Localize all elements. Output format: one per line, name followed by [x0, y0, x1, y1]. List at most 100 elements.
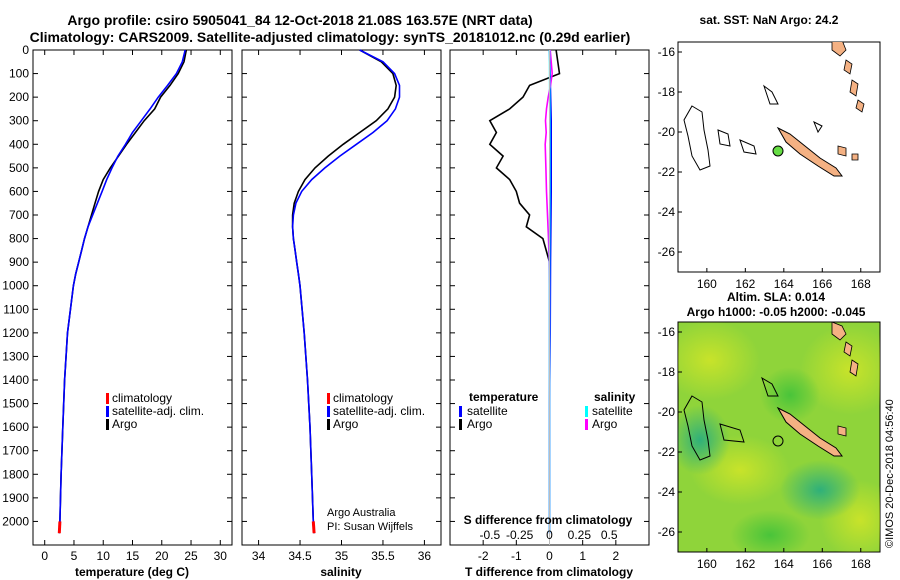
legend-label-argo: Argo: [112, 417, 138, 431]
legend-swatch-sal-argo: [585, 419, 588, 430]
credit-text: ©IMOS 20-Dec-2018 04:56:40: [884, 399, 896, 548]
x-tick-label: 10: [97, 549, 111, 563]
attribution-line2: PI: Susan Wijffels: [327, 521, 413, 533]
map-lat-label: -22: [658, 445, 676, 459]
map-lat-label: -26: [658, 245, 676, 259]
x-tick-label: 1: [579, 549, 586, 563]
legend-swatch-argo: [106, 419, 109, 430]
legend-label-satellite: satellite-adj. clim.: [333, 404, 425, 418]
depth-tick-label: 300: [9, 114, 29, 128]
map-lat-label: -24: [658, 205, 676, 219]
argo-float-marker: [772, 145, 784, 157]
island-loyalty: [837, 425, 847, 437]
x-tick-label: 0: [41, 549, 48, 563]
legend-label-climatology: climatology: [112, 391, 172, 405]
depth-tick-label: 1400: [2, 373, 29, 387]
map-lon-label: 162: [735, 277, 755, 291]
new-caledonia-island: [776, 126, 843, 177]
top-tick-label: -0.25: [506, 528, 534, 542]
map-lon-label: 164: [774, 557, 794, 571]
new-caledonia-island: [776, 406, 843, 457]
attribution-line1: Argo Australia: [327, 507, 396, 519]
map-lat-label: -26: [658, 525, 676, 539]
legend-label-satellite: satellite-adj. clim.: [112, 404, 204, 418]
depth-tick-label: 1000: [2, 279, 29, 293]
map-lon-label: 166: [812, 557, 832, 571]
depth-tick-label: 1200: [2, 326, 29, 340]
depth-tick-label: 400: [9, 137, 29, 151]
depth-tick-label: 200: [9, 90, 29, 104]
s-difference-label: S difference from climatology: [464, 513, 633, 527]
reef-outline-4: [813, 120, 823, 134]
island-vanuatu-2: [849, 359, 859, 377]
island-vanuatu-2: [849, 79, 859, 97]
coastline-layer: [683, 42, 865, 177]
depth-tick-label: 100: [9, 67, 29, 81]
argo-float-marker: [772, 435, 784, 447]
legend-label-temp-satellite: satellite: [467, 404, 508, 418]
reef-outline-2: [761, 376, 779, 397]
island-vanuatu-1: [843, 59, 853, 75]
legend-heading-salinity: salinity: [594, 390, 636, 404]
chesterfield-reef: [683, 395, 711, 461]
top-tick-label: 0: [546, 528, 553, 542]
depth-tick-label: 700: [9, 208, 29, 222]
legend-label-temp-argo: Argo: [467, 417, 493, 431]
x-tick-label: 5: [71, 549, 78, 563]
island-north: [831, 42, 847, 57]
legend-label-sal-satellite: satellite: [592, 404, 633, 418]
legend-swatch-climatology: [106, 393, 109, 404]
legend-swatch-satellite: [327, 406, 330, 417]
legend-heading-temperature: temperature: [469, 390, 539, 404]
map-lon-label: 160: [697, 277, 717, 291]
reef-outline-1: [719, 423, 745, 443]
chesterfield-reef: [683, 105, 711, 171]
depth-tick-label: 500: [9, 161, 29, 175]
map-lat-label: -18: [658, 365, 676, 379]
legend-swatch-sal-satellite: [585, 406, 588, 417]
depth-tick-label: 1300: [2, 349, 29, 363]
legend-swatch-satellite: [106, 406, 109, 417]
temperature-axis-label: temperature (deg C): [75, 565, 189, 579]
depth-tick-label: 0: [22, 43, 29, 57]
x-tick-label: 34: [252, 549, 266, 563]
sst-map-title: sat. SST: NaN Argo: 24.2: [700, 13, 839, 27]
depth-tick-label: 2000: [2, 514, 29, 528]
series-line-argo: [58, 49, 188, 534]
top-tick-label: 0.5: [601, 528, 618, 542]
depth-tick-label: 1100: [3, 302, 29, 316]
salinity-axis-label: salinity: [320, 565, 362, 579]
series-line-argo: [291, 49, 398, 534]
top-tick-label: 0.25: [568, 528, 592, 542]
island-vanuatu-3: [855, 99, 865, 113]
sst-map-frame: [677, 41, 881, 273]
map-lat-label: -20: [658, 405, 676, 419]
depth-tick-label: 1700: [2, 444, 29, 458]
map-lon-label: 168: [851, 277, 871, 291]
sla-map-title-line1: Altim. SLA: 0.014: [727, 290, 825, 304]
reef-outline-2: [739, 139, 757, 155]
x-tick-label: 36: [418, 549, 432, 563]
depth-tick-label: 1900: [2, 491, 29, 505]
temperature-panel-frame: [32, 49, 233, 546]
depth-tick-label: 600: [9, 184, 29, 198]
map-lon-label: 166: [812, 277, 832, 291]
x-tick-label: 34.5: [288, 549, 312, 563]
series-line-climatology: [57, 521, 62, 534]
difference-legend: temperature satellite Argo salinity sate…: [459, 390, 636, 527]
x-tick-label: 2: [612, 549, 619, 563]
sla-field: [678, 322, 880, 552]
figure-title-line2: Climatology: CARS2009. Satellite-adjuste…: [30, 29, 631, 45]
difference-axis-label: T difference from climatology: [465, 565, 633, 579]
legend-swatch-temp-argo: [459, 419, 462, 430]
depth-tick-label: 800: [9, 232, 29, 246]
island-vanuatu-1: [843, 341, 853, 357]
x-tick-label: 15: [126, 549, 140, 563]
x-tick-label: 25: [184, 549, 198, 563]
island-north: [831, 322, 847, 341]
map-lat-label: -24: [658, 485, 676, 499]
figure-title-line1: Argo profile: csiro 5905041_84 12-Oct-20…: [67, 12, 532, 28]
map-lon-label: 160: [697, 557, 717, 571]
island-loyalty-2: [851, 153, 859, 161]
series-line-satellite-adj-clim-: [58, 49, 186, 534]
